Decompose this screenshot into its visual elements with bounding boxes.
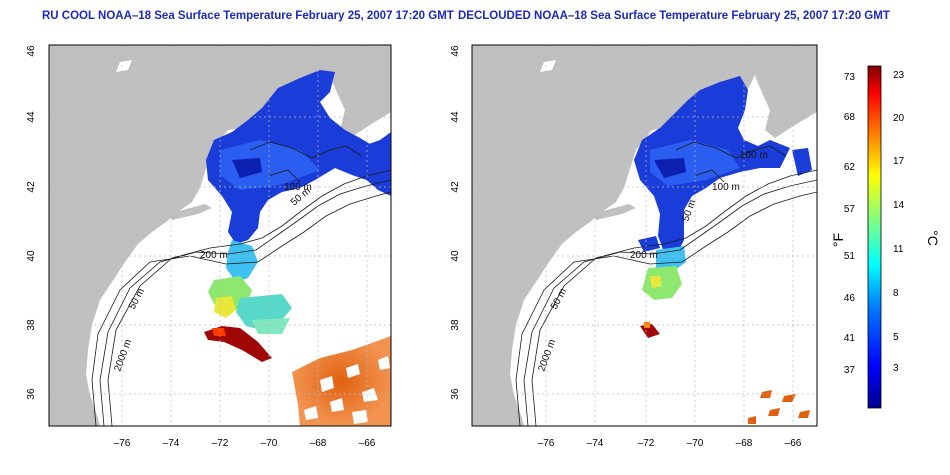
left-x-tick: –72	[212, 438, 229, 449]
right-label-200m: 200 m	[630, 250, 658, 261]
left-sst-teal-tail	[252, 318, 290, 334]
celsius-tick: 17	[893, 156, 905, 167]
left-warm-gaps	[304, 356, 390, 424]
left-y-axis: 46 44 42 40 38 36	[26, 45, 37, 400]
right-gridlines	[472, 45, 817, 426]
right-x-tick: –74	[587, 438, 604, 449]
fahrenheit-tick: 57	[844, 204, 856, 215]
right-x-tick: –66	[785, 438, 802, 449]
right-x-tick: –76	[538, 438, 555, 449]
celsius-tick: 3	[893, 363, 899, 374]
fahrenheit-tick: 62	[844, 162, 856, 173]
left-x-tick: –70	[261, 438, 278, 449]
right-y-tick: 40	[450, 250, 461, 262]
colorbar-celsius-ticks: 23 20 17 14 11 8 5 3	[893, 70, 905, 374]
left-map: 200 m 100 m 50 m 2000 m 50 m 46 44 42 40…	[26, 44, 392, 449]
right-label-100m-north: 100 m	[740, 150, 768, 161]
left-label-200m: 200 m	[200, 250, 228, 261]
left-sst-east-patch	[352, 132, 391, 196]
colorbar-fahrenheit-ticks: 73 68 62 57 51 46 41 37	[844, 72, 856, 376]
right-bathymetry	[515, 141, 817, 426]
celsius-tick: 14	[893, 200, 905, 211]
right-x-tick: –72	[638, 438, 655, 449]
right-land-nova-scotia	[755, 55, 817, 138]
right-island-long	[592, 204, 636, 220]
left-y-tick: 44	[26, 111, 37, 123]
left-y-tick: 46	[26, 45, 37, 57]
left-lake	[116, 60, 132, 72]
left-island-long	[168, 204, 212, 220]
celsius-tick: 8	[893, 288, 899, 299]
celsius-tick: 11	[893, 244, 904, 255]
fahrenheit-tick: 41	[844, 333, 856, 344]
right-sst-east-patch	[792, 148, 812, 176]
left-bathymetry	[91, 141, 391, 426]
right-label-100m: 100 m	[712, 182, 740, 193]
right-y-axis: 46 44 42 40 38 36	[450, 45, 461, 400]
colorbar: 73 68 62 57 51 46 41 37 23 20 17 14 11 8…	[830, 65, 941, 409]
left-y-tick: 42	[26, 181, 37, 193]
left-x-tick: –66	[359, 438, 376, 449]
celsius-tick: 23	[893, 70, 905, 81]
right-x-axis: –76 –74 –72 –70 –68 –66	[538, 438, 802, 449]
left-land	[49, 45, 391, 426]
right-land	[472, 45, 817, 426]
fahrenheit-tick: 37	[844, 365, 856, 376]
left-sst-red-core	[212, 328, 226, 336]
colorbar-fahrenheit-label: °F	[830, 233, 846, 247]
left-frame	[48, 44, 392, 427]
right-sst-plume-yellow	[650, 276, 662, 288]
fahrenheit-tick: 73	[844, 72, 856, 83]
right-frame	[471, 44, 818, 427]
left-x-tick: –76	[114, 438, 131, 449]
colorbar-celsius-label: °C	[925, 230, 941, 246]
left-label-100m: 100 m	[284, 182, 312, 193]
right-y-tick: 42	[450, 181, 461, 193]
right-x-tick: –68	[736, 438, 753, 449]
right-y-tick: 38	[450, 319, 461, 331]
left-x-tick: –74	[163, 438, 180, 449]
right-y-tick: 36	[450, 388, 461, 400]
left-y-tick: 36	[26, 388, 37, 400]
left-gridlines	[49, 45, 391, 426]
right-y-tick: 46	[450, 45, 461, 57]
left-x-tick: –68	[310, 438, 327, 449]
right-lake	[540, 60, 556, 72]
right-y-tick: 44	[450, 111, 461, 123]
fahrenheit-tick: 51	[844, 251, 856, 262]
left-map-title: RU COOL NOAA–18 Sea Surface Temperature …	[42, 10, 454, 22]
right-x-tick: –70	[687, 438, 704, 449]
left-sst-deep-blue	[232, 158, 262, 178]
right-sst-plume-green	[642, 266, 682, 300]
left-y-tick: 38	[26, 319, 37, 331]
celsius-tick: 20	[893, 113, 905, 124]
celsius-tick: 5	[893, 332, 899, 343]
right-map: 200 m 100 m 100 m 50 m 50 m 2000 m 46 44…	[450, 44, 818, 449]
fahrenheit-tick: 68	[844, 112, 856, 123]
colorbar-gradient	[867, 65, 882, 409]
fahrenheit-tick: 46	[844, 293, 856, 304]
left-y-tick: 40	[26, 250, 37, 262]
right-sst-warm-specks	[748, 390, 810, 424]
right-map-title: DECLOUDED NOAA–18 Sea Surface Temperatur…	[458, 10, 890, 22]
left-x-axis: –76 –74 –72 –70 –68 –66	[114, 438, 376, 449]
left-sst-warm-region	[292, 336, 391, 426]
right-sst-blue-west	[638, 236, 660, 252]
left-sst-plume-yellow	[214, 296, 236, 318]
right-sst-deep-blue	[654, 158, 686, 178]
